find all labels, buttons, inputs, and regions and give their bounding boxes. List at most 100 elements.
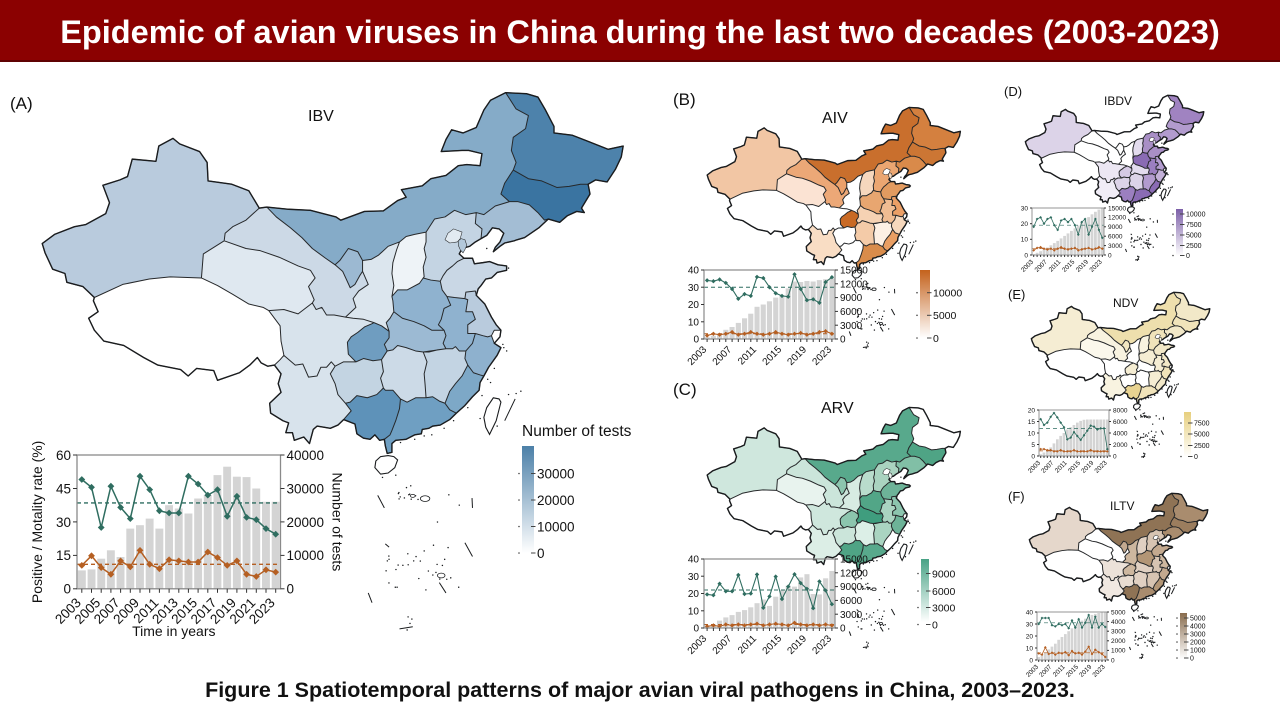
svg-text:3000: 3000 [1111, 629, 1126, 636]
svg-text:2015: 2015 [1061, 258, 1076, 273]
svg-text:0: 0 [1108, 252, 1112, 259]
svg-text:Time in years: Time in years [132, 623, 215, 639]
svg-text:0: 0 [63, 582, 70, 597]
svg-text:3000: 3000 [840, 321, 863, 332]
svg-text:40: 40 [688, 555, 700, 566]
svg-text:6000: 6000 [840, 596, 863, 607]
svg-text:0: 0 [1113, 453, 1117, 460]
svg-text:2007: 2007 [1040, 459, 1055, 474]
svg-text:2019: 2019 [786, 344, 810, 368]
svg-text:20000: 20000 [537, 493, 575, 508]
svg-text:2015: 2015 [761, 344, 785, 368]
svg-text:2023: 2023 [1089, 258, 1104, 273]
svg-text:40000: 40000 [286, 448, 324, 463]
svg-text:1000: 1000 [1190, 648, 1206, 655]
svg-text:12000: 12000 [840, 568, 868, 579]
svg-text:4000: 4000 [1111, 619, 1126, 626]
svg-text:0: 0 [693, 624, 699, 635]
svg-text:10000: 10000 [537, 519, 575, 534]
svg-text:20: 20 [1021, 221, 1029, 228]
svg-text:2007: 2007 [1034, 258, 1049, 273]
svg-text:30: 30 [1021, 205, 1029, 212]
svg-text:2007: 2007 [1038, 663, 1053, 678]
svg-text:20: 20 [688, 300, 700, 311]
svg-text:45: 45 [56, 481, 71, 496]
svg-text:10: 10 [688, 606, 700, 617]
svg-text:0: 0 [1111, 657, 1115, 664]
svg-text:2015: 2015 [1065, 663, 1080, 678]
svg-text:2003: 2003 [686, 344, 710, 368]
svg-text:5000: 5000 [1186, 233, 1202, 240]
svg-text:6000: 6000 [1113, 419, 1128, 426]
svg-text:10000: 10000 [1186, 212, 1206, 219]
svg-text:10: 10 [1028, 430, 1036, 437]
svg-text:2011: 2011 [736, 344, 759, 367]
svg-text:2003: 2003 [686, 633, 710, 657]
svg-text:20000: 20000 [286, 515, 324, 530]
svg-text:30: 30 [688, 283, 700, 294]
svg-text:0: 0 [932, 619, 938, 631]
svg-text:0: 0 [1029, 657, 1033, 664]
svg-text:2000: 2000 [1111, 638, 1126, 645]
svg-text:30: 30 [56, 515, 71, 530]
svg-text:2007: 2007 [711, 633, 735, 657]
svg-text:2023: 2023 [811, 633, 835, 657]
svg-text:0: 0 [286, 582, 294, 597]
svg-text:10: 10 [688, 317, 700, 328]
svg-text:20: 20 [1028, 407, 1036, 414]
svg-text:6000: 6000 [1108, 234, 1123, 241]
svg-text:15000: 15000 [840, 266, 868, 277]
svg-text:2011: 2011 [1054, 459, 1069, 474]
svg-text:30000: 30000 [537, 466, 575, 481]
svg-text:0: 0 [933, 333, 939, 345]
svg-text:2023: 2023 [1092, 663, 1107, 678]
svg-text:9000: 9000 [1108, 224, 1123, 231]
svg-text:2003: 2003 [1027, 459, 1042, 474]
svg-text:0: 0 [1186, 253, 1190, 260]
svg-text:60: 60 [56, 448, 71, 463]
svg-text:7500: 7500 [1194, 421, 1210, 428]
svg-text:40: 40 [688, 266, 700, 277]
svg-text:30: 30 [688, 572, 700, 583]
svg-text:9000: 9000 [932, 568, 956, 580]
svg-text:2023: 2023 [1094, 459, 1109, 474]
svg-text:0: 0 [840, 335, 846, 346]
svg-text:10000: 10000 [286, 548, 324, 563]
svg-text:2011: 2011 [736, 633, 759, 656]
svg-text:6000: 6000 [932, 586, 956, 598]
svg-text:2023: 2023 [811, 344, 835, 368]
svg-text:3000: 3000 [932, 602, 956, 614]
svg-text:10: 10 [1021, 237, 1029, 244]
svg-text:2500: 2500 [1194, 443, 1210, 450]
svg-text:30000: 30000 [286, 481, 324, 496]
svg-text:3000: 3000 [840, 610, 863, 621]
svg-text:20: 20 [1026, 633, 1034, 640]
svg-text:5000: 5000 [1111, 609, 1126, 616]
svg-text:9000: 9000 [840, 582, 863, 593]
svg-text:5: 5 [1031, 442, 1035, 449]
svg-text:4000: 4000 [1113, 430, 1128, 437]
svg-text:2019: 2019 [1075, 258, 1090, 273]
svg-text:3000: 3000 [1108, 243, 1123, 250]
svg-text:15000: 15000 [1108, 205, 1126, 212]
svg-text:15: 15 [1028, 419, 1036, 426]
svg-text:3000: 3000 [1190, 632, 1206, 639]
svg-text:7500: 7500 [1186, 222, 1202, 229]
svg-text:6000: 6000 [840, 307, 863, 318]
svg-text:8000: 8000 [1113, 407, 1128, 414]
svg-text:2019: 2019 [786, 633, 810, 657]
svg-text:0: 0 [1190, 656, 1194, 663]
svg-text:2011: 2011 [1048, 258, 1063, 273]
svg-text:0: 0 [1024, 252, 1028, 259]
svg-text:10: 10 [1026, 645, 1034, 652]
svg-text:20: 20 [688, 589, 700, 600]
svg-text:Positive / Motality rate (%): Positive / Motality rate (%) [29, 441, 45, 603]
svg-text:Number of tests: Number of tests [329, 473, 345, 572]
svg-text:0: 0 [840, 624, 846, 635]
svg-text:0: 0 [537, 546, 545, 561]
svg-text:2011: 2011 [1052, 663, 1067, 678]
svg-text:2000: 2000 [1190, 640, 1206, 647]
svg-text:1000: 1000 [1111, 648, 1126, 655]
svg-text:0: 0 [693, 335, 699, 346]
svg-text:5000: 5000 [1194, 432, 1210, 439]
